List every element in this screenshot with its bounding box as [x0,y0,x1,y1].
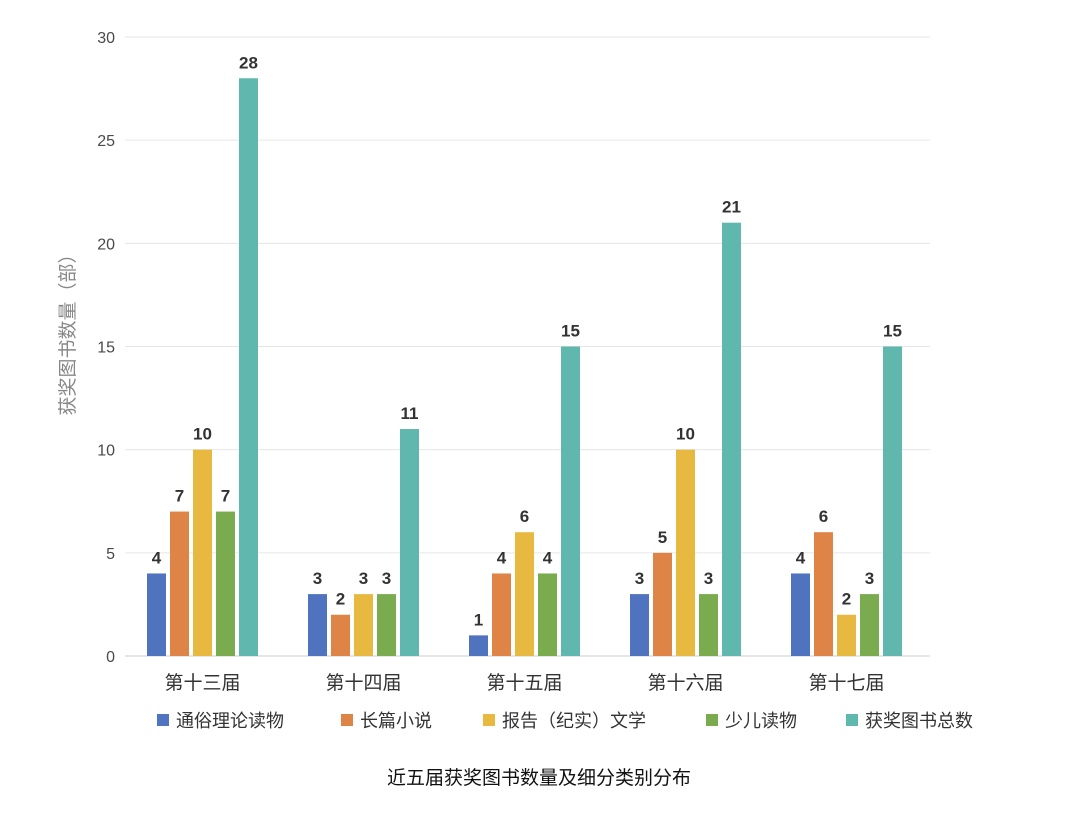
legend-label: 少儿读物 [725,711,797,732]
data-label: 2 [842,590,851,609]
bar [676,449,695,656]
y-tick-label: 15 [97,340,115,357]
data-label: 7 [221,487,230,506]
data-label: 4 [543,548,553,567]
x-axis-categories: 第十三届 第十四届 第十五届 第十六届 第十七届 [164,672,884,694]
bar [400,429,419,656]
data-label: 3 [313,569,322,588]
data-label: 4 [796,548,806,567]
gridlines [125,36,930,657]
legend-label: 报告（纪实）文学 [502,711,646,732]
bar [193,449,212,656]
x-category-label: 第十六届 [647,672,723,694]
y-tick-label: 0 [106,649,115,666]
bar [239,78,258,657]
bar [791,573,810,656]
data-label: 6 [520,507,529,526]
bars [147,78,902,657]
bar [699,594,718,656]
x-category-label: 第十七届 [808,672,884,694]
bar [561,346,580,656]
legend-swatch [483,714,495,726]
x-category-label: 第十五届 [486,672,562,694]
data-label: 5 [658,528,667,547]
bar [814,532,833,656]
bar [331,614,350,656]
legend-swatch [846,714,858,726]
y-tick-label: 10 [97,443,115,460]
bar [170,511,189,656]
data-label: 4 [497,548,507,567]
data-label: 10 [676,425,695,444]
bar [883,346,902,656]
data-label: 3 [382,569,391,588]
y-tick-label: 20 [97,236,115,253]
x-category-label: 第十三届 [164,672,240,694]
data-label: 3 [865,569,874,588]
legend: 通俗理论读物 长篇小说 报告（纪实）文学 少儿读物 获奖图书总数 [157,711,973,732]
legend-label: 通俗理论读物 [176,711,284,732]
bar [722,222,741,656]
y-tick-label: 25 [97,133,115,150]
bar [492,573,511,656]
data-label: 3 [359,569,368,588]
bar [377,594,396,656]
data-label: 11 [401,404,419,423]
bar [653,552,672,656]
legend-label: 获奖图书总数 [865,711,973,732]
legend-label: 长篇小说 [360,711,432,732]
y-tick-label: 30 [97,30,115,47]
bar [860,594,879,656]
data-label: 3 [635,569,644,588]
bar [354,594,373,656]
data-label: 21 [722,198,741,217]
chart-caption: 近五届获奖图书数量及细分类别分布 [387,767,691,789]
data-label: 1 [474,610,483,629]
data-label: 10 [193,425,212,444]
bar [308,594,327,656]
data-label: 28 [239,53,258,72]
bar [216,511,235,656]
y-axis-ticks: 0 5 10 15 20 25 30 [97,30,115,666]
bar [538,573,557,656]
data-label: 3 [704,569,713,588]
bar [147,573,166,656]
data-label: 15 [561,322,580,341]
legend-swatch [341,714,353,726]
data-label: 7 [175,487,184,506]
data-label: 4 [152,548,162,567]
bar [630,594,649,656]
y-axis-label: 获奖图书数量（部） [57,244,79,415]
legend-swatch [157,714,169,726]
data-label: 6 [819,507,828,526]
legend-swatch [706,714,718,726]
y-tick-label: 5 [106,546,115,563]
bar [837,614,856,656]
x-category-label: 第十四届 [325,672,401,694]
data-label: 2 [336,590,345,609]
bar [515,532,534,656]
bar [469,635,488,656]
data-label: 15 [883,322,902,341]
